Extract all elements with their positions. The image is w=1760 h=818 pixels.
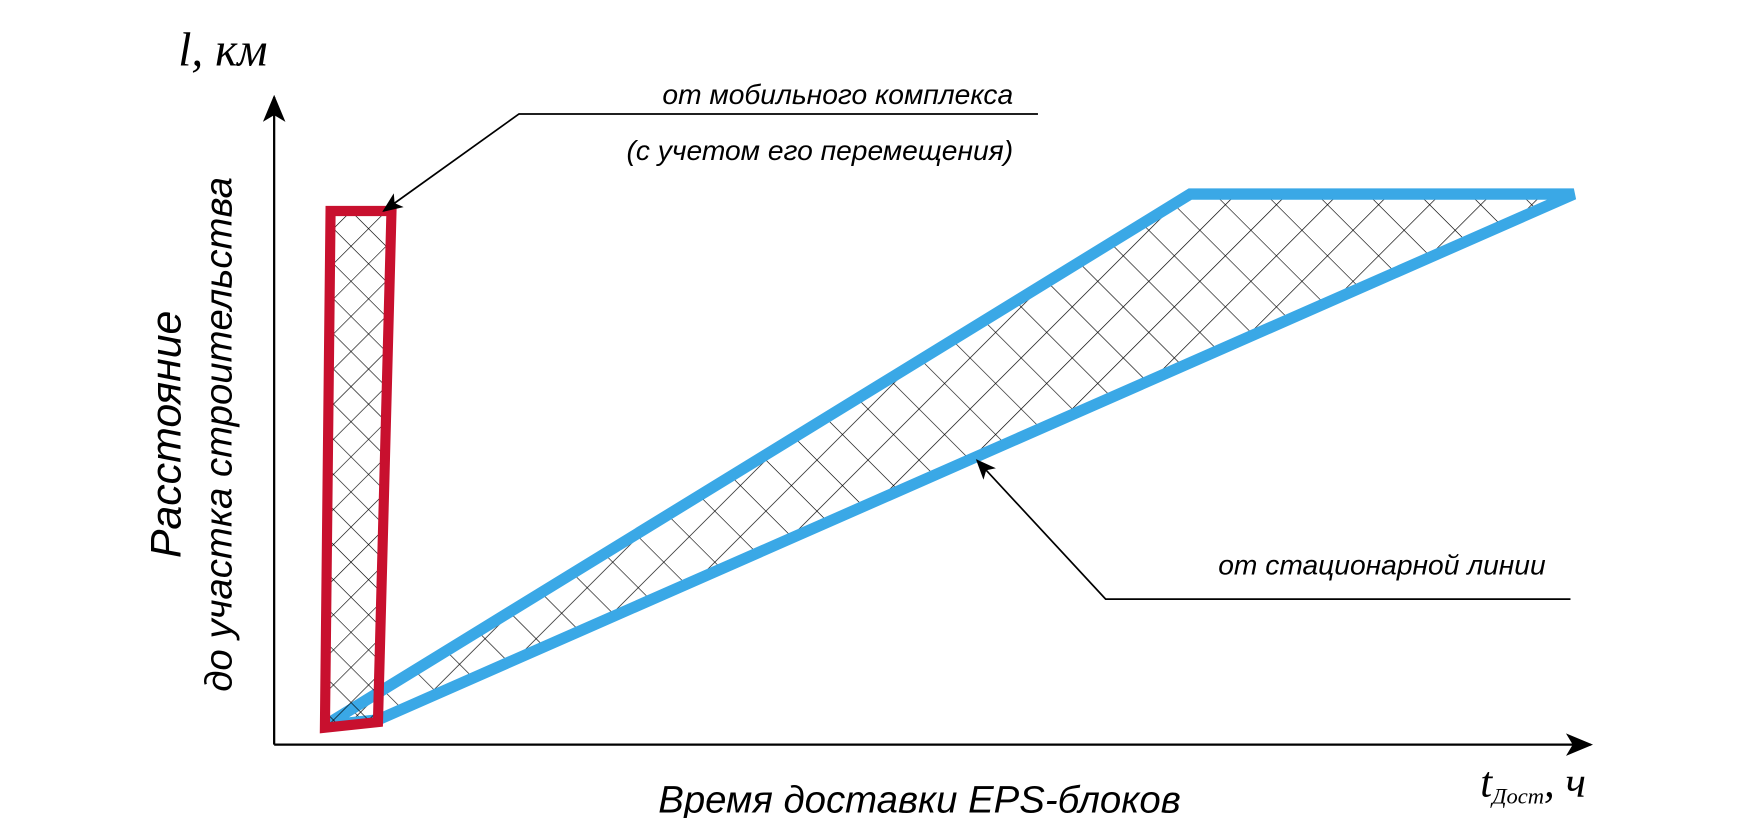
y-axis-unit: l, км [178, 24, 267, 76]
stationary-leader-line [975, 459, 1571, 600]
mobile-leader-line [382, 113, 1038, 212]
y-axis-label-line1: Расстояние [143, 311, 191, 559]
x-axis-label: Время доставки EPS-блоков [658, 778, 1180, 818]
mobile-label-line2: (с учетом его перемещения) [626, 134, 1013, 166]
y-axis-label-line2: до участка строительства [197, 177, 240, 692]
stationary-label: от стационарной линии [1218, 548, 1546, 580]
stationary-line-region [321, 188, 1577, 732]
mobile-complex-region [319, 205, 397, 734]
x-axis-unit: tДост, ч [1480, 760, 1586, 809]
mobile-label-line1: от мобильного комплекса [662, 78, 1013, 110]
